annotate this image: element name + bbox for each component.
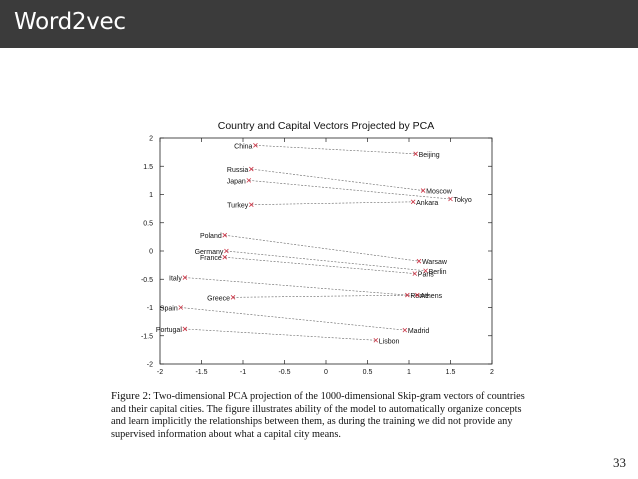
point-label-berlin: Berlin bbox=[429, 269, 447, 276]
pair-line-portugal bbox=[184, 328, 376, 341]
point-marker-beijing-b bbox=[413, 151, 418, 157]
pair-line-italy bbox=[184, 277, 408, 296]
y-tick-label: -0.5 bbox=[141, 277, 153, 284]
point-marker-italy-b bbox=[182, 275, 188, 280]
pair-line-russia bbox=[251, 168, 424, 191]
y-tick-label: -1 bbox=[147, 305, 153, 312]
point-marker-greece-b bbox=[230, 295, 236, 300]
y-tick-label: -2 bbox=[147, 362, 153, 369]
slide-header: Word2vec bbox=[0, 0, 638, 48]
y-tick-label: 2 bbox=[149, 136, 153, 143]
pca-scatter-chart: Country and Capital Vectors Projected by… bbox=[141, 120, 494, 374]
slide-title: Word2vec bbox=[14, 9, 126, 35]
point-label-madrid: Madrid bbox=[408, 328, 430, 335]
x-tick-label: 0 bbox=[324, 369, 328, 374]
point-label-paris: Paris bbox=[418, 272, 434, 279]
point-label-moscow: Moscow bbox=[426, 189, 453, 196]
point-label-poland: Poland bbox=[200, 233, 222, 240]
x-tick-label: -1.5 bbox=[195, 369, 207, 374]
point-label-russia: Russia bbox=[227, 167, 249, 174]
pair-line-france bbox=[224, 256, 415, 274]
point-marker-japan-b bbox=[246, 178, 252, 183]
point-marker-paris-b bbox=[412, 271, 418, 276]
x-tick-label: 2 bbox=[490, 369, 494, 374]
point-label-beijing: Beijing bbox=[419, 152, 440, 159]
point-label-rome: Rome bbox=[410, 293, 429, 300]
figure-caption-text: Two-dimensional PCA projection of the 10… bbox=[111, 391, 525, 440]
point-label-tokyo: Tokyo bbox=[454, 197, 472, 204]
point-label-italy: Italy bbox=[169, 276, 182, 283]
y-tick-label: 0.5 bbox=[143, 220, 153, 227]
x-tick-label: -0.5 bbox=[278, 369, 290, 374]
point-label-portugal: Portugal bbox=[156, 327, 183, 334]
point-marker-rome-b bbox=[405, 292, 410, 298]
point-marker-france-b bbox=[222, 254, 228, 260]
point-label-warsaw: Warsaw bbox=[422, 259, 448, 266]
point-label-spain: Spain bbox=[160, 306, 178, 313]
point-marker-athens-b bbox=[415, 292, 420, 298]
point-label-athens: Athens bbox=[420, 293, 442, 300]
point-label-lisbon: Lisbon bbox=[379, 338, 400, 345]
y-tick-label: 1 bbox=[149, 192, 153, 199]
x-tick-label: 1 bbox=[407, 369, 411, 374]
x-tick-label: -1 bbox=[240, 369, 246, 374]
page-number: 33 bbox=[613, 455, 626, 470]
y-tick-label: 0 bbox=[149, 249, 153, 256]
point-label-china: China bbox=[234, 143, 252, 150]
pair-line-spain bbox=[180, 307, 405, 331]
point-marker-warsaw-b bbox=[416, 258, 422, 264]
x-tick-label: 1.5 bbox=[446, 369, 456, 374]
point-marker-turkey-b bbox=[249, 202, 254, 207]
pair-line-turkey bbox=[251, 201, 414, 205]
point-marker-tokyo-b bbox=[448, 196, 453, 202]
point-marker-china-b bbox=[253, 143, 258, 148]
point-label-germany: Germany bbox=[195, 249, 224, 256]
point-label-greece: Greece bbox=[207, 295, 230, 302]
point-marker-germany-b bbox=[224, 248, 229, 254]
point-label-turkey: Turkey bbox=[227, 203, 249, 210]
point-label-japan: Japan bbox=[227, 178, 246, 185]
point-marker-berlin-b bbox=[423, 268, 428, 274]
point-marker-poland-b bbox=[222, 232, 228, 238]
x-tick-label: 0.5 bbox=[363, 369, 373, 374]
pair-line-greece bbox=[233, 294, 418, 298]
point-label-france: France bbox=[200, 255, 222, 262]
pair-line-japan bbox=[248, 180, 451, 200]
point-marker-lisbon-b bbox=[373, 337, 379, 343]
pair-line-poland bbox=[224, 234, 419, 262]
point-marker-russia-b bbox=[249, 166, 254, 172]
point-marker-madrid-b bbox=[402, 327, 408, 333]
point-marker-spain-b bbox=[178, 305, 184, 310]
point-label-ankara: Ankara bbox=[416, 200, 438, 207]
point-marker-portugal-b bbox=[182, 326, 188, 332]
figure-caption-label: Figure 2: bbox=[111, 390, 152, 402]
y-tick-label: -1.5 bbox=[141, 333, 153, 340]
point-marker-ankara-b bbox=[410, 199, 416, 205]
figure-caption: Figure 2: Two-dimensional PCA projection… bbox=[111, 390, 535, 441]
pair-line-china bbox=[255, 145, 416, 155]
y-tick-label: 1.5 bbox=[143, 164, 153, 171]
chart-title: Country and Capital Vectors Projected by… bbox=[218, 120, 435, 132]
x-tick-label: -2 bbox=[157, 369, 163, 374]
pair-line-germany bbox=[226, 250, 426, 272]
point-marker-moscow-b bbox=[420, 188, 426, 193]
